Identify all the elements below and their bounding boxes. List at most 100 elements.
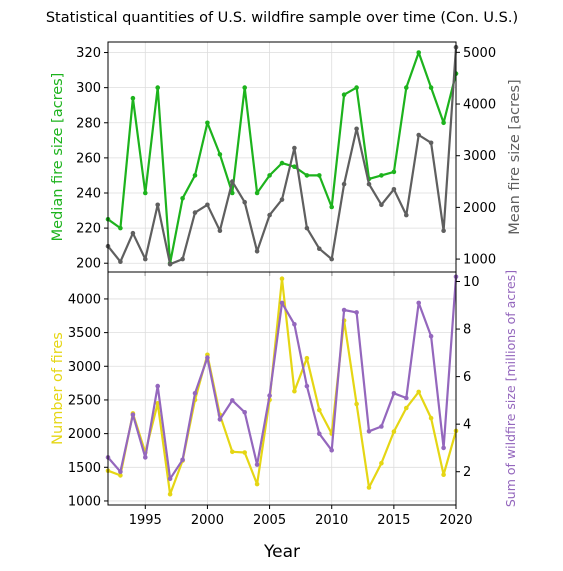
bottom-sum-point — [441, 446, 446, 451]
top-right-tick-label: 1000 — [463, 253, 496, 268]
top-mean-point — [305, 226, 310, 231]
bottom-left-tick-label: 3500 — [68, 326, 101, 341]
top-mean-point — [329, 257, 334, 262]
bottom-sum-point — [416, 301, 421, 306]
figure-title: Statistical quantities of U.S. wildfire … — [46, 10, 518, 26]
bottom-count-point — [280, 276, 285, 281]
x-axis-label: Year — [263, 542, 300, 562]
x-tick-label: 1995 — [129, 513, 162, 528]
top-median-point — [218, 152, 223, 157]
bottom-right-axis-label: Sum of wildfire size [millions of acres] — [503, 270, 518, 507]
top-right-axis-label: Mean fire size [acres] — [507, 79, 523, 234]
top-median-point — [379, 173, 384, 178]
top-median-point — [416, 50, 421, 55]
x-tick-label: 2015 — [377, 513, 410, 528]
top-mean-point — [292, 146, 297, 151]
top-mean-point — [155, 203, 160, 208]
bottom-sum-point — [367, 429, 372, 434]
bottom-left-tick-label: 2000 — [68, 427, 101, 442]
top-left-tick-label: 300 — [76, 81, 101, 96]
bottom-count-point — [255, 482, 260, 487]
top-mean-point — [441, 228, 446, 233]
top-median-point — [329, 205, 334, 210]
bottom-sum-point — [230, 398, 235, 403]
top-right-tick-label: 5000 — [463, 46, 496, 61]
bottom-right-tick-label: 6 — [463, 370, 471, 385]
bottom-sum-point — [317, 431, 322, 436]
top-median-point — [205, 121, 210, 126]
top-median-point — [429, 85, 434, 90]
top-mean-point — [143, 257, 148, 262]
bottom-count-point — [392, 429, 397, 434]
top-median-point — [118, 226, 123, 231]
bottom-count-point — [416, 390, 421, 395]
top-median-point — [354, 85, 359, 90]
bottom-right-tick-label: 4 — [463, 418, 471, 433]
bottom-sum-point — [342, 308, 347, 313]
top-mean-point — [218, 228, 223, 233]
top-mean-point — [242, 200, 247, 205]
bottom-sum-point — [131, 412, 136, 417]
bottom-left-tick-label: 1000 — [68, 494, 101, 509]
top-right-tick-label: 2000 — [463, 201, 496, 216]
top-mean-point — [342, 182, 347, 187]
bottom-sum-point — [193, 391, 198, 396]
top-median-point — [267, 173, 272, 178]
top-left-tick-label: 220 — [76, 222, 101, 237]
bottom-count-point — [292, 389, 297, 394]
bottom-count-point — [379, 461, 384, 466]
bottom-left-tick-label: 1500 — [68, 461, 101, 476]
x-tick-label: 2000 — [191, 513, 224, 528]
top-median-point — [143, 191, 148, 196]
x-tick-label: 2010 — [315, 513, 348, 528]
top-median-point — [441, 121, 446, 126]
x-tick-label: 2005 — [253, 513, 286, 528]
top-median-point — [180, 196, 185, 201]
bottom-sum-point — [218, 417, 223, 422]
top-mean-point — [392, 187, 397, 192]
top-mean-point — [267, 213, 272, 218]
top-median-point — [242, 85, 247, 90]
top-left-tick-label: 260 — [76, 151, 101, 166]
bottom-sum-point — [242, 410, 247, 415]
top-mean-point — [354, 127, 359, 132]
top-mean-point — [180, 257, 185, 262]
top-mean-point — [131, 231, 136, 236]
top-median-point — [131, 96, 136, 101]
bottom-left-axis-label: Number of fires — [50, 332, 66, 445]
top-mean-point — [255, 249, 260, 254]
bottom-count-point — [354, 402, 359, 407]
bottom-sum-point — [392, 391, 397, 396]
bottom-left-tick-label: 3000 — [68, 360, 101, 375]
top-median-point — [342, 92, 347, 97]
bottom-right-tick-label: 10 — [463, 275, 480, 290]
top-median-point — [280, 161, 285, 166]
bottom-sum-point — [280, 301, 285, 306]
top-median-point — [193, 173, 198, 178]
bottom-sum-point — [205, 355, 210, 360]
bottom-sum-point — [143, 455, 148, 460]
top-left-axis-label: Median fire size [acres] — [50, 73, 66, 242]
bottom-sum-point — [267, 393, 272, 398]
bottom-left-tick-label: 4000 — [68, 292, 101, 307]
top-right-tick-label: 4000 — [463, 98, 496, 113]
bottom-sum-point — [429, 334, 434, 339]
bottom-right-tick-label: 2 — [463, 465, 471, 480]
bottom-count-point — [168, 492, 173, 497]
top-mean-point — [205, 203, 210, 208]
bottom-sum-point — [354, 310, 359, 315]
bottom-count-point — [242, 450, 247, 455]
bottom-sum-point — [329, 448, 334, 453]
bottom-count-point — [429, 416, 434, 421]
top-left-tick-label: 240 — [76, 186, 101, 201]
top-right-tick-label: 3000 — [463, 149, 496, 164]
bottom-sum-point — [255, 462, 260, 467]
bottom-sum-point — [379, 424, 384, 429]
top-median-point — [155, 85, 160, 90]
bottom-count-point — [367, 485, 372, 490]
top-median-point — [392, 170, 397, 175]
bottom-count-point — [317, 408, 322, 413]
top-mean-point — [404, 213, 409, 218]
top-mean-point — [379, 203, 384, 208]
bottom-count-point — [230, 450, 235, 455]
